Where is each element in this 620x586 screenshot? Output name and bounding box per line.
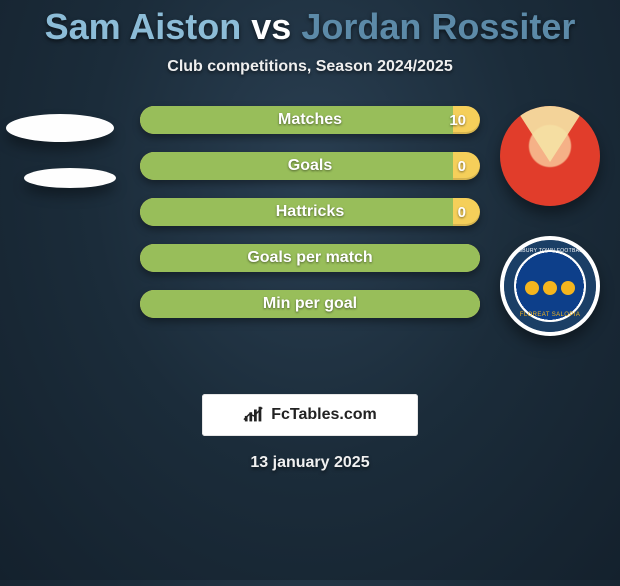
stat-bar: Min per goal: [140, 290, 480, 318]
snapshot-date: 13 january 2025: [0, 454, 620, 472]
lion-icon: [525, 281, 539, 295]
source-badge-text: FcTables.com: [271, 406, 377, 424]
stat-bar-label: Goals per match: [140, 244, 480, 272]
crest-lions: [525, 281, 575, 295]
crest-bottom-text: FLOREAT SALOPIA: [520, 312, 580, 318]
bar-chart-icon: [243, 406, 265, 424]
stat-bar-value: 10: [449, 106, 466, 134]
page-title: Sam Aiston vs Jordan Rossiter: [0, 6, 620, 48]
lion-icon: [561, 281, 575, 295]
player2-name: Jordan Rossiter: [301, 6, 575, 47]
stat-bar: Goals0: [140, 152, 480, 180]
left-placeholder-oval: [24, 168, 116, 188]
crest-top-text: SHREWSBURY TOWN FOOTBALL CLUB: [500, 248, 600, 254]
left-placeholder-oval: [6, 114, 114, 142]
player2-jersey-avatar: [500, 106, 600, 206]
stat-bar: Hattricks0: [140, 198, 480, 226]
player1-name: Sam Aiston: [45, 6, 242, 47]
stat-bars: Matches10Goals0Hattricks0Goals per match…: [140, 106, 480, 318]
stat-bar-value: 0: [458, 152, 466, 180]
vs-label: vs: [251, 6, 291, 47]
club-crest-avatar: SHREWSBURY TOWN FOOTBALL CLUB FLOREAT SA…: [500, 236, 600, 336]
stat-bar-label: Hattricks: [140, 198, 480, 226]
stat-bar-label: Min per goal: [140, 290, 480, 318]
stat-bar: Goals per match: [140, 244, 480, 272]
source-badge: FcTables.com: [202, 394, 418, 436]
stat-bar: Matches10: [140, 106, 480, 134]
comparison-stage: Matches10Goals0Hattricks0Goals per match…: [0, 106, 620, 366]
stat-bar-label: Matches: [140, 106, 480, 134]
subtitle: Club competitions, Season 2024/2025: [0, 58, 620, 76]
stat-bar-value: 0: [458, 198, 466, 226]
stat-bar-label: Goals: [140, 152, 480, 180]
lion-icon: [543, 281, 557, 295]
